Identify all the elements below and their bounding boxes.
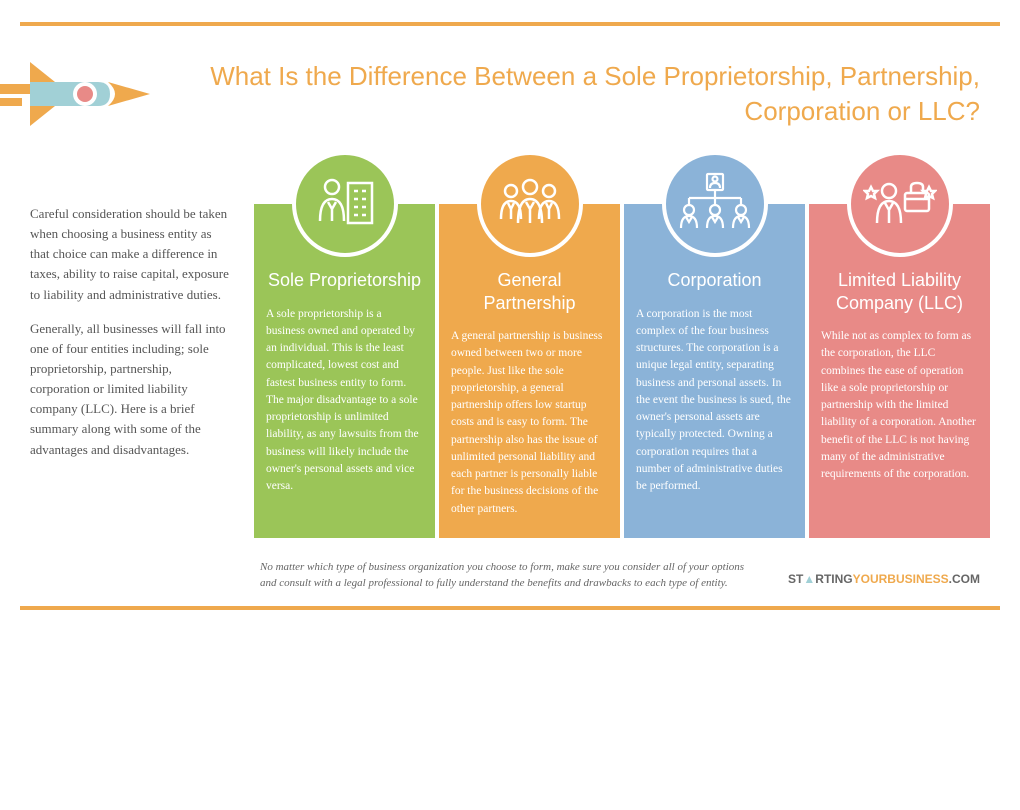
intro-p1: Careful consideration should be taken wh…	[30, 204, 232, 305]
site-logo: ST▲RTINGYOURBUSINESS.COM	[788, 572, 980, 586]
card-title: Corporation	[636, 269, 793, 292]
rocket-icon	[0, 44, 180, 144]
partnership-icon	[477, 151, 583, 257]
card-body: A corporation is the most complex of the…	[636, 306, 793, 496]
page-title: What Is the Difference Between a Sole Pr…	[180, 59, 980, 129]
sole-icon	[292, 151, 398, 257]
card-body: A sole proprietorship is a business owne…	[266, 306, 423, 496]
card-body: While not as complex to form as the corp…	[821, 328, 978, 483]
footnote: No matter which type of business organiz…	[260, 560, 758, 592]
card-body: A general partnership is business owned …	[451, 328, 608, 518]
card-corporation: Corporation A corporation is the most co…	[624, 204, 805, 538]
llc-icon	[847, 151, 953, 257]
card-title: Limited Liability Company (LLC)	[821, 269, 978, 314]
card-title: General Partnership	[451, 269, 608, 314]
intro-p2: Generally, all businesses will fall into…	[30, 319, 232, 460]
card-title: Sole Proprietorship	[266, 269, 423, 292]
bottom-border	[20, 606, 1000, 610]
card-partnership: General Partnership A general partnershi…	[439, 204, 620, 538]
card-llc: Limited Liability Company (LLC) While no…	[809, 204, 990, 538]
card-sole-proprietorship: Sole Proprietorship A sole proprietorshi…	[254, 204, 435, 538]
corporation-icon	[662, 151, 768, 257]
intro-text: Careful consideration should be taken wh…	[30, 204, 240, 538]
